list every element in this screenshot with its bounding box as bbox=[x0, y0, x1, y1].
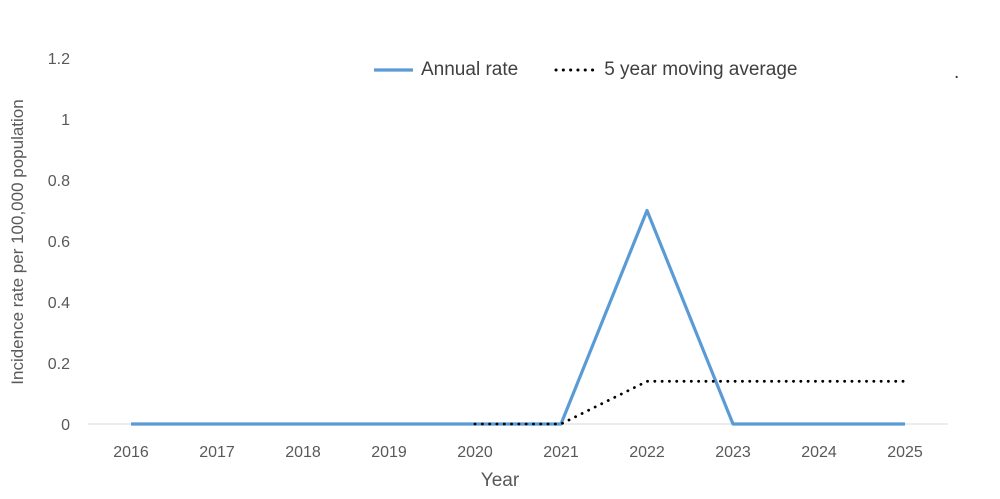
y-tick-label: 0.8 bbox=[48, 173, 70, 190]
y-tick-label: 0.4 bbox=[48, 295, 70, 312]
x-axis-title: Year bbox=[480, 470, 520, 491]
stray-period-text: . bbox=[954, 62, 960, 83]
x-tick-label: 2017 bbox=[199, 444, 235, 461]
y-tick-label: 1.2 bbox=[48, 51, 70, 68]
moving-average-line-swatch bbox=[554, 68, 597, 72]
x-tick-label: 2021 bbox=[543, 444, 579, 461]
y-tick-label: 1 bbox=[61, 112, 70, 129]
legend-item-moving-average[interactable]: 5 year moving average bbox=[554, 59, 797, 81]
x-tick-label: 2023 bbox=[715, 444, 751, 461]
x-tick-label: 2025 bbox=[887, 444, 923, 461]
moving-average-line bbox=[473, 379, 907, 426]
annual-rate-line-swatch bbox=[374, 68, 413, 72]
legend-item-annual-rate[interactable]: Annual rate bbox=[373, 59, 518, 81]
y-tick-label: 0.2 bbox=[48, 356, 70, 373]
x-tick-label: 2018 bbox=[285, 444, 321, 461]
legend: Annual rate 5 year moving average bbox=[373, 59, 797, 81]
x-tick-label: 2024 bbox=[801, 444, 837, 461]
y-tick-label: 0.6 bbox=[48, 234, 70, 251]
x-tick-label: 2019 bbox=[371, 444, 407, 461]
annual-rate-line bbox=[131, 208, 905, 426]
x-tick-label: 2022 bbox=[629, 444, 665, 461]
x-tick-label: 2020 bbox=[457, 444, 493, 461]
y-tick-label: 0 bbox=[61, 417, 70, 434]
x-tick-label: 2016 bbox=[113, 444, 149, 461]
legend-label-moving-average: 5 year moving average bbox=[604, 59, 798, 80]
legend-label-annual-rate: Annual rate bbox=[421, 59, 519, 80]
